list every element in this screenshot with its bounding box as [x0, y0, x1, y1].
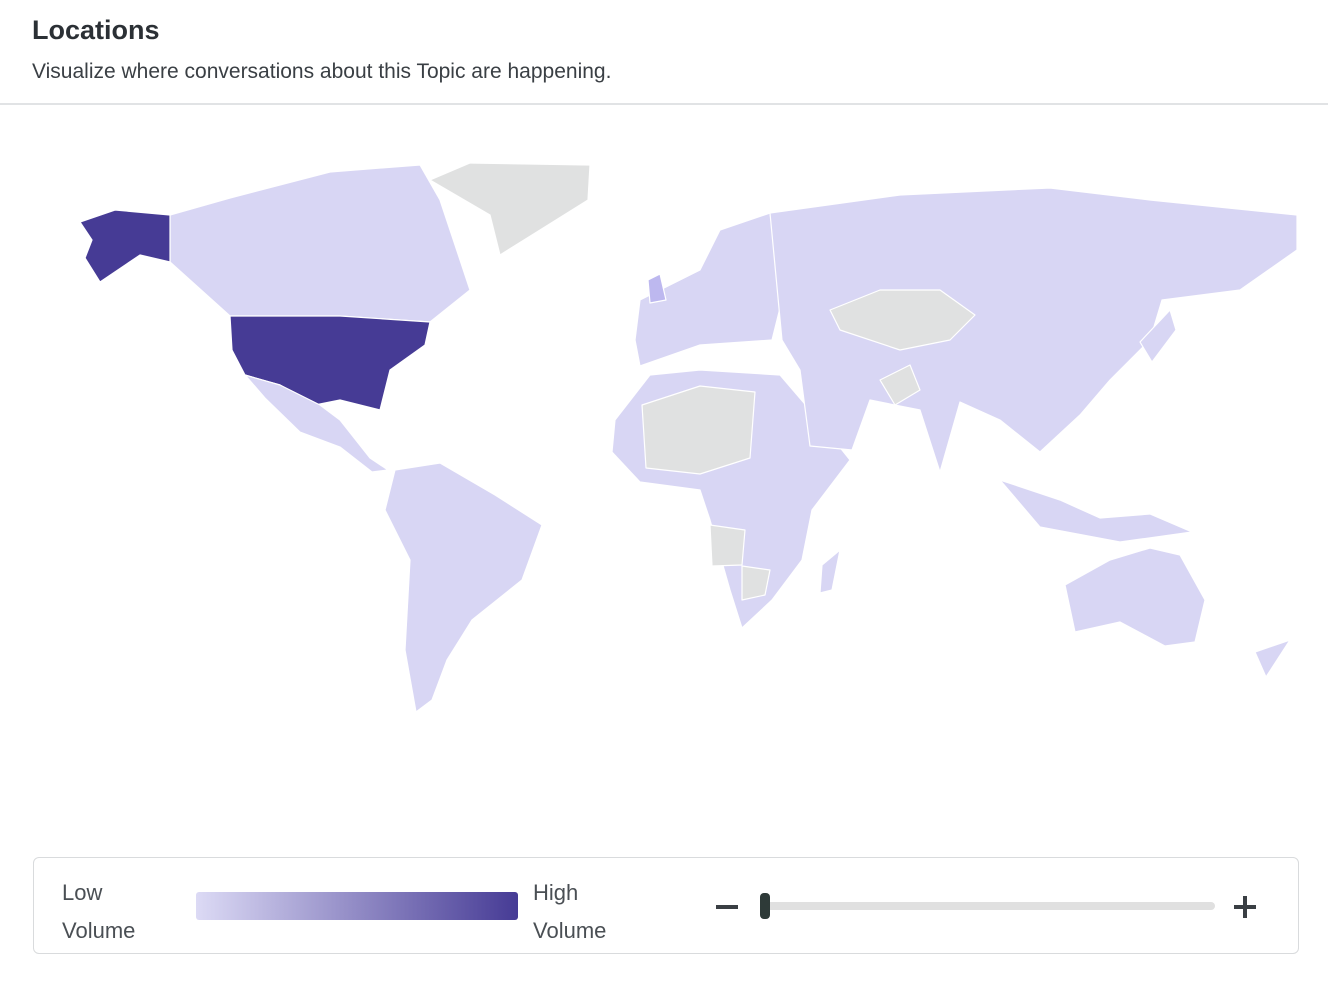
greenland	[429, 162, 591, 256]
legend-high-label: High Volume	[533, 880, 607, 943]
mexico-central-america	[244, 374, 389, 473]
kazakhstan	[829, 289, 976, 351]
botswana	[741, 565, 771, 601]
title: Locations	[32, 15, 160, 45]
legend: Low Volume High Volume	[33, 857, 1299, 954]
madagascar	[819, 549, 841, 594]
legend-gradient	[196, 892, 518, 920]
south-america	[384, 462, 543, 713]
world-map	[79, 162, 1298, 713]
zoom-in-button[interactable]	[1234, 896, 1256, 918]
angola	[709, 524, 746, 567]
uk	[647, 273, 667, 304]
japan	[1139, 309, 1177, 363]
afghanistan	[879, 364, 921, 406]
zoom-slider[interactable]	[761, 902, 1215, 910]
new-zealand	[1254, 639, 1291, 678]
usa	[229, 315, 431, 411]
alaska	[79, 209, 171, 283]
zoom-slider-handle[interactable]	[760, 893, 770, 919]
countries	[79, 162, 1298, 713]
australia	[1064, 547, 1206, 647]
canada	[169, 164, 471, 323]
subtitle: Visualize where conversations about this…	[32, 60, 612, 83]
europe	[634, 212, 783, 367]
legend-low-label: Low Volume	[62, 880, 136, 943]
africa-no-data	[641, 385, 756, 475]
zoom-out-button[interactable]	[716, 905, 738, 909]
divider	[0, 103, 1328, 105]
southeast-asia-islands	[999, 479, 1193, 543]
